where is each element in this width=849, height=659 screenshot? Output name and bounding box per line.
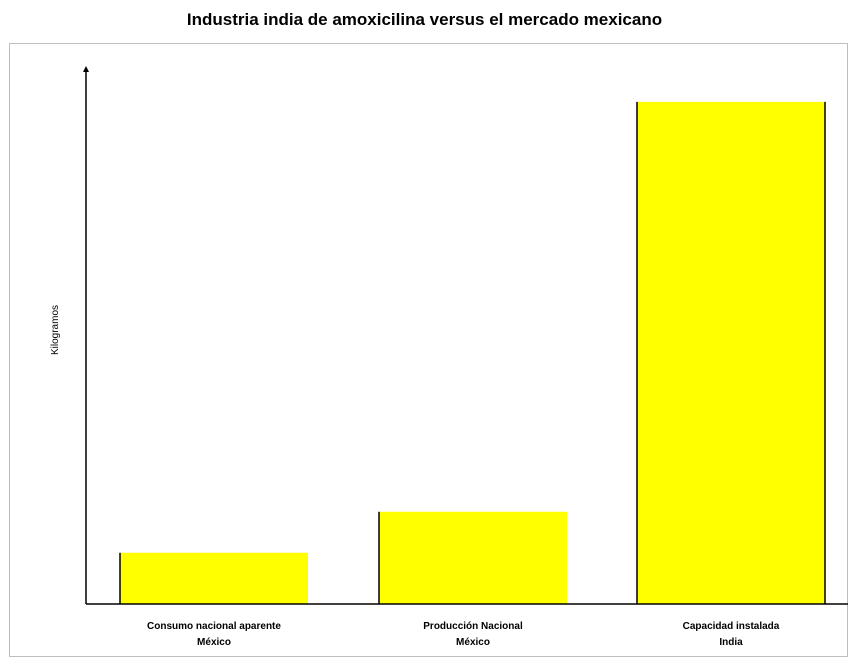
axes-layer (83, 66, 848, 605)
bar-3 (637, 101, 825, 604)
y-axis-arrow-icon (83, 66, 89, 72)
x-tick-label-3-line-1: Capacidad instalada (683, 621, 780, 632)
chart-title: Industria india de amoxicilina versus el… (186, 10, 663, 29)
x-tick-labels: Consumo nacional aparente México Producció… (147, 621, 780, 648)
x-tick-label-1-line-1: Consumo nacional aparente (147, 621, 281, 632)
x-tick-label-2-line-1: Producción Nacional (423, 621, 523, 632)
x-tick-label-1-line-2: México (197, 637, 231, 648)
bars-layer (119, 101, 826, 604)
bar-1 (120, 552, 308, 604)
x-tick-label-2-line-2: México (456, 637, 490, 648)
plot-frame (9, 43, 848, 657)
bar-2 (379, 511, 567, 604)
y-axis-label: Kilogramos (50, 305, 61, 355)
x-tick-label-3-line-2: India (719, 637, 743, 648)
